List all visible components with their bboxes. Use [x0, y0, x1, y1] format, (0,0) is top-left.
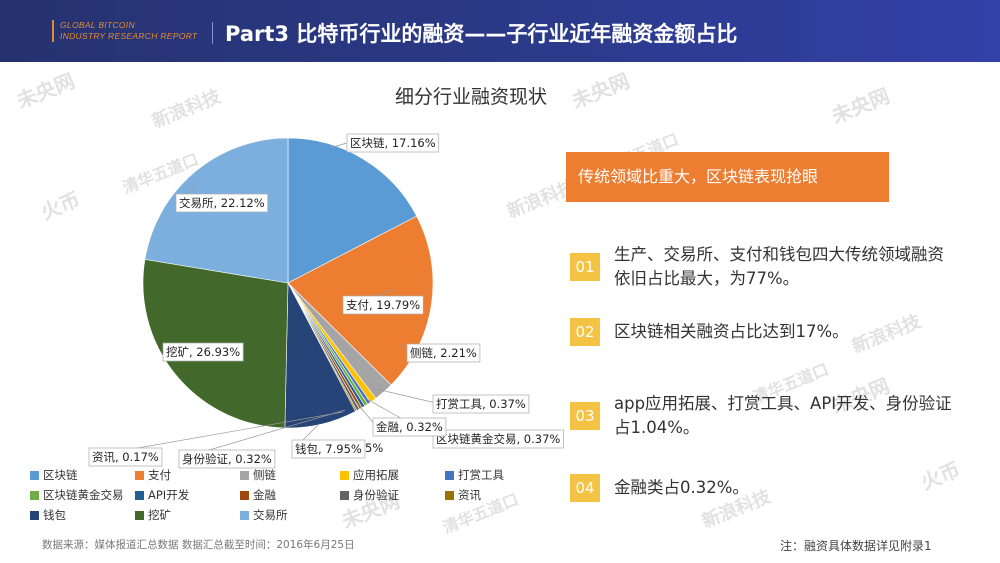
legend-item-应用拓展: 应用拓展: [340, 467, 399, 483]
slice-label-打赏工具: 打赏工具, 0.37%: [371, 387, 530, 414]
legend-label: 钱包: [43, 508, 66, 522]
slice-label-text: 支付, 19.79%: [346, 298, 420, 312]
slice-label-text: 区块链黄金交易, 0.37%: [436, 432, 560, 446]
legend-item-资讯: 资讯: [445, 487, 481, 503]
slice-label-box: [175, 193, 269, 213]
legend-swatch: [340, 490, 349, 500]
point-text: 生产、交易所、支付和钱包四大传统领域融资依旧占比最大，为77%。: [614, 245, 944, 288]
highlight-banner: 传统领域比重大，区块链表现抢眼: [566, 152, 889, 202]
slice-label-支付: 支付, 19.79%: [342, 289, 424, 315]
legend-label: 身份验证: [353, 488, 399, 502]
partial-label: 5%: [365, 441, 383, 455]
slice-label-box: [372, 417, 447, 437]
point-item: 02 区块链相关融资占比达到17%。: [570, 318, 954, 346]
legend-label: 资讯: [458, 488, 481, 502]
legend-item-钱包: 钱包: [30, 507, 66, 523]
slice-label-金融: 金融, 0.32%: [355, 401, 447, 437]
point-number: 04: [570, 474, 600, 502]
legend-label: 交易所: [253, 508, 288, 522]
legend-swatch: [340, 470, 349, 480]
header-bar: GLOBAL BITCOIN INDUSTRY RESEARCH REPORT …: [0, 0, 1000, 62]
point-number: 02: [570, 318, 600, 346]
legend-item-挖矿: 挖矿: [135, 507, 171, 523]
footnote: 注：融资具体数据详见附录1: [780, 539, 932, 553]
legend-label: 区块链: [43, 468, 78, 482]
header-divider: [212, 22, 213, 44]
legend-label: 金融: [253, 488, 276, 502]
slice-label-text: 打赏工具, 0.37%: [436, 397, 526, 411]
point-text: 金融类占0.32%。: [614, 478, 749, 497]
brand-line-2: INDUSTRY RESEARCH REPORT: [60, 31, 198, 41]
slice-label-text: 身份验证, 0.32%: [182, 452, 272, 466]
leader-line: [371, 387, 437, 404]
point-item: 03 app应用拓展、打赏工具、API开发、身份验证占1.04%。: [570, 392, 954, 440]
slice-label-text: 钱包, 7.95%: [295, 442, 362, 456]
slice-label-box: [432, 394, 530, 414]
slice-label-交易所: 交易所, 22.12%: [175, 179, 269, 213]
slice-label-身份验证: 身份验证, 0.32%: [178, 409, 346, 469]
slice-label-box: [406, 343, 481, 363]
legend-label: 区块链黄金交易: [43, 488, 124, 502]
pie-slice-区块链: [287, 137, 418, 284]
point-item: 04 金融类占0.32%。: [570, 474, 954, 502]
chart-title: 细分行业融资现状: [395, 86, 548, 108]
legend-item-打赏工具: 打赏工具: [445, 467, 504, 483]
point-item: 01 生产、交易所、支付和钱包四大传统领域融资依旧占比最大，为77%。: [570, 243, 954, 291]
legend-label: 支付: [148, 468, 171, 482]
legend-swatch: [445, 490, 454, 500]
legend-label: 打赏工具: [458, 468, 504, 482]
data-source: 数据来源：媒体报道汇总数据 数据汇总截至时间：2016年6月25日: [42, 539, 355, 551]
legend-swatch: [445, 470, 454, 480]
legend-swatch: [240, 470, 249, 480]
slice-label-text: 侧链, 2.21%: [410, 346, 477, 360]
slice-label-box: [432, 429, 564, 449]
slice-label-text: 金融, 0.32%: [376, 420, 443, 434]
slice-label-text: 交易所, 22.12%: [179, 196, 265, 210]
page-title: Part3 比特币行业的融资——子行业近年融资金额占比: [225, 22, 738, 46]
point-number: 01: [570, 253, 600, 281]
brand-logo: GLOBAL BITCOIN INDUSTRY RESEARCH REPORT: [52, 20, 212, 42]
legend-swatch: [30, 490, 39, 500]
legend-label: 应用拓展: [353, 468, 399, 482]
slice-label-区块链: 区块链, 17.16%: [329, 133, 440, 153]
legend-swatch: [30, 510, 39, 520]
brand-line-1: GLOBAL BITCOIN: [60, 20, 135, 30]
legend-label: API开发: [148, 488, 190, 502]
legend-swatch: [135, 510, 144, 520]
slice-label-box: [291, 439, 366, 459]
slice-label-资讯: 资讯, 0.17%: [88, 411, 344, 467]
slice-label-text: 挖矿, 26.93%: [166, 345, 240, 359]
legend-item-区块链: 区块链: [30, 467, 78, 483]
legend-swatch: [240, 510, 249, 520]
slice-label-box: [88, 447, 163, 467]
legend-item-区块链黄金交易: 区块链黄金交易: [30, 487, 124, 503]
point-number: 03: [570, 402, 600, 430]
legend-label: 挖矿: [148, 508, 171, 522]
slice-label-挖矿: 挖矿, 26.93%: [162, 342, 244, 362]
slice-label-text: 资讯, 0.17%: [92, 450, 159, 464]
legend-swatch: [240, 490, 249, 500]
slice-label-box: [178, 449, 276, 469]
legend-label: 侧链: [253, 468, 276, 482]
point-text: 区块链相关融资占比达到17%。: [614, 322, 849, 341]
slice-label-box: [342, 295, 424, 315]
slice-label-钱包: 钱包, 7.95%: [291, 424, 366, 459]
legend-item-API开发: API开发: [135, 487, 189, 503]
legend-swatch: [30, 470, 39, 480]
slice-label-text: 区块链, 17.16%: [350, 136, 436, 150]
slice-label-box: [346, 133, 440, 153]
slice-label-box: [162, 342, 244, 362]
legend-item-交易所: 交易所: [240, 507, 288, 523]
slice-label-区块链黄金交易: 区块链黄金交易, 0.37%: [364, 397, 564, 449]
slice-label-侧链: 侧链, 2.21%: [399, 343, 481, 363]
legend-item-金融: 金融: [240, 487, 276, 503]
legend-swatch: [135, 470, 144, 480]
legend-item-支付: 支付: [135, 467, 171, 483]
legend-item-侧链: 侧链: [240, 467, 276, 483]
legend-item-身份验证: 身份验证: [340, 487, 399, 503]
point-text: app应用拓展、打赏工具、API开发、身份验证占1.04%。: [614, 394, 952, 437]
legend-swatch: [135, 490, 144, 500]
